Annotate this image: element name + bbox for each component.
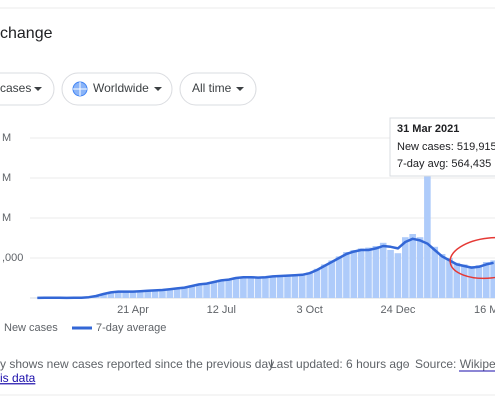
bar (100, 293, 107, 298)
bar (269, 275, 277, 298)
bar (372, 246, 380, 298)
bar (195, 284, 203, 298)
bar (313, 268, 321, 298)
filter-chip[interactable] (179, 72, 257, 106)
bar (343, 252, 350, 298)
bar (203, 283, 210, 298)
bar (490, 260, 495, 298)
x-tick-label: 3 Oct (296, 304, 322, 316)
bar (173, 288, 181, 298)
bar (357, 248, 365, 298)
avg-line (37, 237, 494, 300)
x-tick-label: 12 Jul (207, 304, 236, 316)
bar (475, 265, 483, 298)
tooltip-line: New cases: 519,915 (397, 141, 495, 153)
bar (394, 253, 402, 298)
bar (232, 277, 240, 298)
bar (328, 260, 335, 298)
filter-label[interactable]: All time (192, 81, 232, 95)
bar (254, 278, 262, 298)
dropdown-arrow (154, 87, 162, 91)
y-tick-label: M (2, 212, 11, 224)
bar (188, 285, 196, 298)
bar (247, 277, 255, 298)
bar (298, 274, 306, 298)
tooltip-line: 7-day avg: 564,435 (397, 158, 491, 170)
y-tick-label: ,000 (2, 252, 23, 264)
bar (218, 279, 225, 298)
bar (424, 166, 431, 298)
bar (276, 275, 284, 298)
bar (291, 274, 299, 298)
y-tick-label: M (2, 172, 11, 184)
filter-label[interactable]: Worldwide (93, 81, 149, 95)
bar (446, 258, 453, 298)
bar (144, 290, 151, 298)
filter-chip[interactable] (0, 72, 55, 106)
bar (468, 266, 475, 298)
bar (210, 281, 218, 298)
bar (114, 291, 122, 298)
x-tick-label: 21 Apr (117, 304, 149, 316)
bar (122, 291, 129, 298)
bar (460, 264, 468, 298)
plot: ,000 M M M 21 Apr 12 Jul 3 Oct 24 Dec 16 M New ca… (2, 132, 495, 334)
bar (225, 279, 232, 298)
legend-label: New cases (4, 322, 58, 334)
footer-updated: Last updated: 6 hours ago (270, 357, 410, 371)
x-tick-label: 16 M (474, 304, 495, 316)
separator: · (404, 357, 408, 371)
bar (284, 274, 291, 298)
bar (402, 237, 409, 298)
bar (129, 291, 137, 298)
bar (306, 272, 313, 298)
globe-lines (73, 82, 87, 96)
bar (431, 246, 439, 298)
filter-label[interactable]: cases (0, 81, 31, 95)
bar (335, 256, 343, 298)
footer-source: Source: Wikiped (415, 357, 495, 371)
bar (379, 242, 387, 298)
tooltip-title: 31 Mar 2021 (397, 123, 459, 135)
bar (166, 288, 174, 298)
bar (387, 250, 394, 298)
hand-drawn-circle (449, 236, 495, 280)
footer-note: y shows new cases reported since the pre… (0, 357, 274, 371)
bar (409, 234, 416, 298)
bar (438, 254, 446, 298)
dropdown-arrow (236, 87, 244, 91)
y-tick-label: M (2, 132, 11, 144)
separator: · (258, 357, 262, 371)
legend-label: 7-day average (96, 322, 166, 334)
filter-chip[interactable] (61, 72, 173, 106)
bar (107, 292, 115, 298)
bar (262, 276, 269, 298)
title: change (0, 25, 53, 42)
bar (365, 247, 372, 298)
bar (482, 262, 490, 298)
bar (321, 264, 328, 298)
tooltip (389, 117, 495, 177)
bar (137, 290, 144, 298)
bar (151, 290, 159, 298)
footer-link[interactable]: is data (0, 371, 36, 385)
bar (159, 289, 166, 298)
bar (453, 262, 461, 298)
bar (416, 237, 424, 298)
bar (350, 250, 358, 298)
bar (181, 287, 188, 298)
x-tick-label: 24 Dec (381, 304, 416, 316)
dropdown-arrow (34, 87, 42, 91)
bar (240, 276, 247, 298)
